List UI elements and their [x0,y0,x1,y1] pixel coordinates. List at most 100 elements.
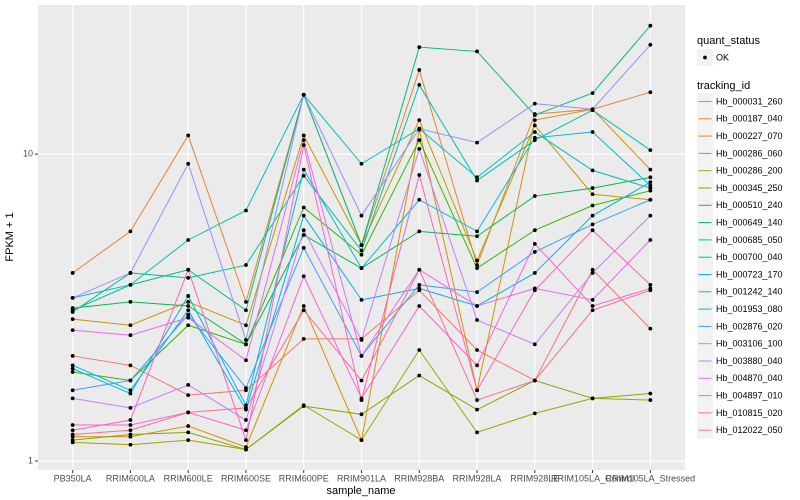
data-point [532,411,537,416]
data-point [128,363,133,368]
legend-label: Hb_000723_170 [716,269,783,279]
data-point [301,404,306,409]
data-point [417,83,422,87]
x-tick-label: RRIM600PE [279,473,329,483]
data-point [244,308,248,313]
x-tick-label: RRIM600SE [221,473,271,483]
data-point [244,403,248,408]
data-point [70,310,75,314]
data-point [590,91,595,96]
data-point [186,430,191,435]
x-tick-label: RRIM901LA [337,473,386,483]
data-point [475,398,479,402]
data-point [70,328,75,333]
data-point [186,238,191,242]
data-point [590,267,595,272]
data-point [417,45,422,50]
data-point [128,282,133,287]
data-point [590,228,595,233]
legend-label: Hb_003106_100 [716,339,783,349]
data-point [359,338,364,342]
data-point [532,378,537,383]
data-point [590,186,595,190]
data-point [475,234,479,239]
x-tick-label: RRIM105LA_Stressed [606,473,696,483]
data-point [475,178,479,183]
data-point [359,438,364,443]
data-point [475,304,479,308]
data-point [244,208,248,213]
legend-label: Hb_010815_020 [716,408,783,418]
data-point [359,161,364,166]
data-point [590,213,595,218]
data-point [301,304,306,308]
legend-label: Hb_004870_040 [716,373,783,383]
data-point [532,241,537,246]
data-point [532,194,537,198]
data-point [128,378,133,383]
data-point [70,370,75,374]
data-point [475,140,479,145]
data-point [359,252,364,257]
legend-title: tracking_id [697,80,750,92]
data-point [648,238,653,242]
data-point [186,276,191,280]
legend-label: Hb_000649_140 [716,217,783,227]
data-point [244,263,248,267]
data-point [70,388,75,393]
data-point [590,168,595,173]
data-point [244,323,248,328]
data-point [590,203,595,208]
y-tick-label: 10 [23,148,33,158]
data-point [70,296,75,300]
points [70,23,653,452]
data-point [648,213,653,218]
data-point [301,167,306,172]
data-point [244,405,248,410]
data-point [186,312,191,317]
data-point [590,308,595,313]
data-point [417,373,422,378]
data-point [648,183,653,188]
data-point [417,282,422,287]
data-point [244,428,248,433]
data-point [648,197,653,202]
data-point [128,388,133,393]
data-point [359,297,364,302]
data-point [475,175,479,180]
data-point [475,258,479,263]
data-point [417,229,422,234]
data-point [590,192,595,197]
data-point [359,213,364,218]
legend-label: Hb_000227_070 [716,131,783,141]
data-point [70,354,75,358]
legend-label: Hb_000187_040 [716,114,783,124]
data-point [186,294,191,298]
data-point [128,432,133,437]
data-point [532,288,537,293]
data-point [590,396,595,401]
data-point [301,308,306,313]
data-point [532,228,537,233]
data-point [532,113,537,117]
x-tick-label: RRIM928LA [453,473,502,483]
data-point [648,42,653,47]
data-point [590,304,595,308]
data-point [475,407,479,412]
legend-label: Hb_000685_050 [716,235,783,245]
data-point [475,363,479,368]
data-point [475,266,479,271]
legend-label: Hb_003880_040 [716,356,783,366]
data-point [128,418,133,422]
x-axis-title: sample_name [326,485,395,497]
data-point [648,282,653,287]
data-point [359,266,364,271]
data-point [417,118,422,123]
data-point [359,243,364,248]
data-point [128,299,133,304]
data-point [128,323,133,328]
legend-label: Hb_002876_020 [716,321,783,331]
y-axis-title: FPKM + 1 [4,212,16,261]
